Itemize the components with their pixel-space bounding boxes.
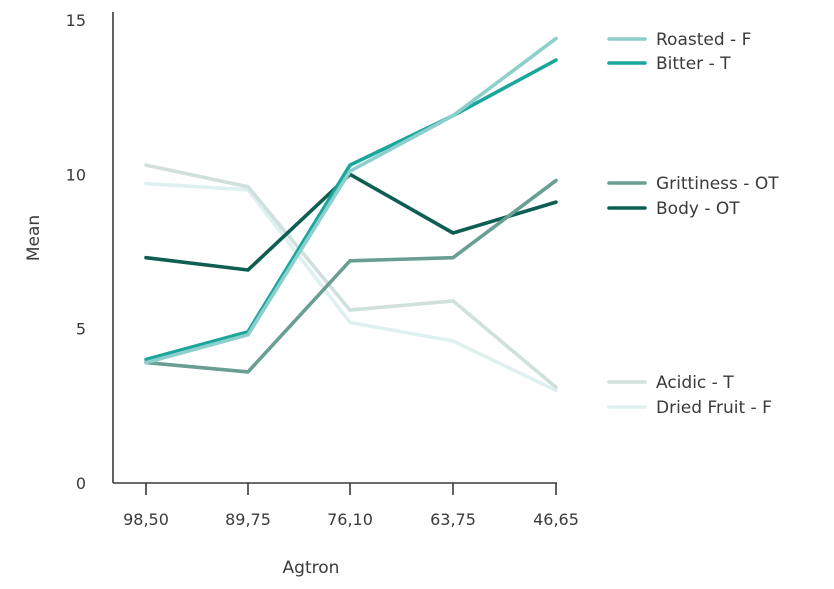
legend-label: Grittiness - OT [656, 174, 779, 194]
y-tick-label: 15 [66, 11, 86, 30]
y-tick-label: 0 [76, 474, 86, 493]
y-tick-label: 10 [66, 165, 86, 184]
y-axis-title: Mean [24, 215, 44, 261]
legend-label: Bitter - T [656, 54, 731, 74]
x-axis-ticks: 98,50 89,75 76,10 63,75 46,65 [123, 483, 579, 529]
series-line-dried-fruit-f [144, 181, 558, 393]
series-line-bitter-t [144, 58, 558, 362]
legend-label: Acidic - T [656, 373, 734, 393]
x-tick-label: 46,65 [533, 510, 579, 529]
series-lines [144, 36, 558, 393]
legend-label: Dried Fruit - F [656, 398, 772, 418]
y-axis-ticks: 0 5 10 15 [66, 11, 86, 493]
legend-label: Body - OT [656, 199, 740, 219]
x-axis-title: Agtron [283, 558, 340, 578]
x-tick-label: 89,75 [225, 510, 271, 529]
series-line-acidic-t [144, 163, 558, 390]
x-tick-label: 76,10 [327, 510, 373, 529]
legend: Roasted - F Bitter - T Grittiness - OT Body… [607, 30, 779, 418]
series-line-grittiness-ot [144, 178, 558, 374]
legend-label: Roasted - F [656, 30, 751, 50]
y-tick-label: 5 [76, 320, 86, 339]
x-tick-label: 63,75 [430, 510, 476, 529]
x-tick-label: 98,50 [123, 510, 169, 529]
series-line-roasted-f [144, 36, 558, 365]
